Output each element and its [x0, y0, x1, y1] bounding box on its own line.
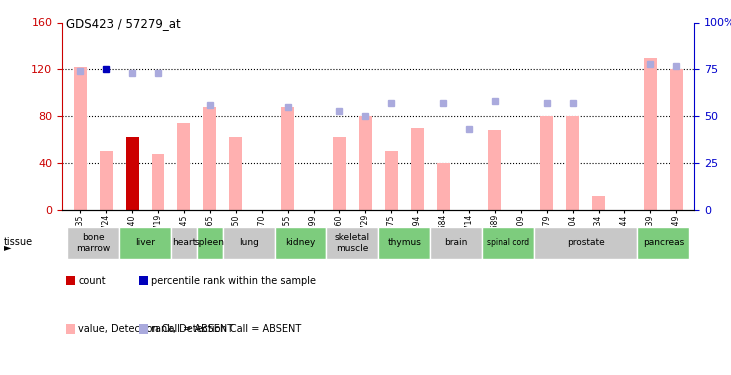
Bar [534, 227, 637, 259]
Bar [592, 196, 605, 210]
Bar [567, 116, 579, 210]
Bar [411, 128, 424, 210]
Bar [126, 137, 139, 210]
Text: GDS423 / 57279_at: GDS423 / 57279_at [66, 17, 181, 30]
Text: brain: brain [444, 238, 468, 248]
Bar [74, 67, 87, 210]
Bar [99, 152, 113, 210]
Bar [436, 163, 450, 210]
Bar [333, 137, 346, 210]
Text: percentile rank within the sample: percentile rank within the sample [151, 276, 317, 285]
Text: pancreas: pancreas [643, 238, 684, 248]
Text: value, Detection Call = ABSENT: value, Detection Call = ABSENT [78, 324, 233, 334]
Bar [359, 116, 372, 210]
Text: thymus: thymus [387, 238, 421, 248]
Bar [540, 116, 553, 210]
Text: tissue: tissue [4, 237, 33, 247]
Text: lung: lung [239, 238, 259, 248]
Text: bone
marrow: bone marrow [76, 233, 110, 252]
Text: skeletal
muscle: skeletal muscle [335, 233, 370, 252]
Bar [379, 227, 430, 259]
Bar [275, 227, 327, 259]
Bar [230, 137, 242, 210]
Text: kidney: kidney [285, 238, 316, 248]
Bar [385, 152, 398, 210]
Text: ►: ► [4, 243, 11, 252]
Text: liver: liver [135, 238, 155, 248]
Bar [488, 130, 501, 210]
Bar [430, 227, 482, 259]
Bar [482, 227, 534, 259]
Bar [281, 107, 294, 210]
Bar [203, 107, 216, 210]
Text: prostate: prostate [567, 238, 605, 248]
Text: count: count [78, 276, 106, 285]
Bar [151, 154, 164, 210]
Bar [223, 227, 275, 259]
Bar [67, 227, 119, 259]
Text: heart: heart [172, 238, 196, 248]
Text: spleen: spleen [195, 238, 225, 248]
Bar [644, 58, 657, 210]
Bar [178, 123, 190, 210]
Text: rank, Detection Call = ABSENT: rank, Detection Call = ABSENT [151, 324, 302, 334]
Bar [670, 69, 683, 210]
Bar [637, 227, 689, 259]
Bar [197, 227, 223, 259]
Bar [119, 227, 171, 259]
Bar [171, 227, 197, 259]
Text: spinal cord: spinal cord [487, 238, 529, 248]
Bar [327, 227, 379, 259]
